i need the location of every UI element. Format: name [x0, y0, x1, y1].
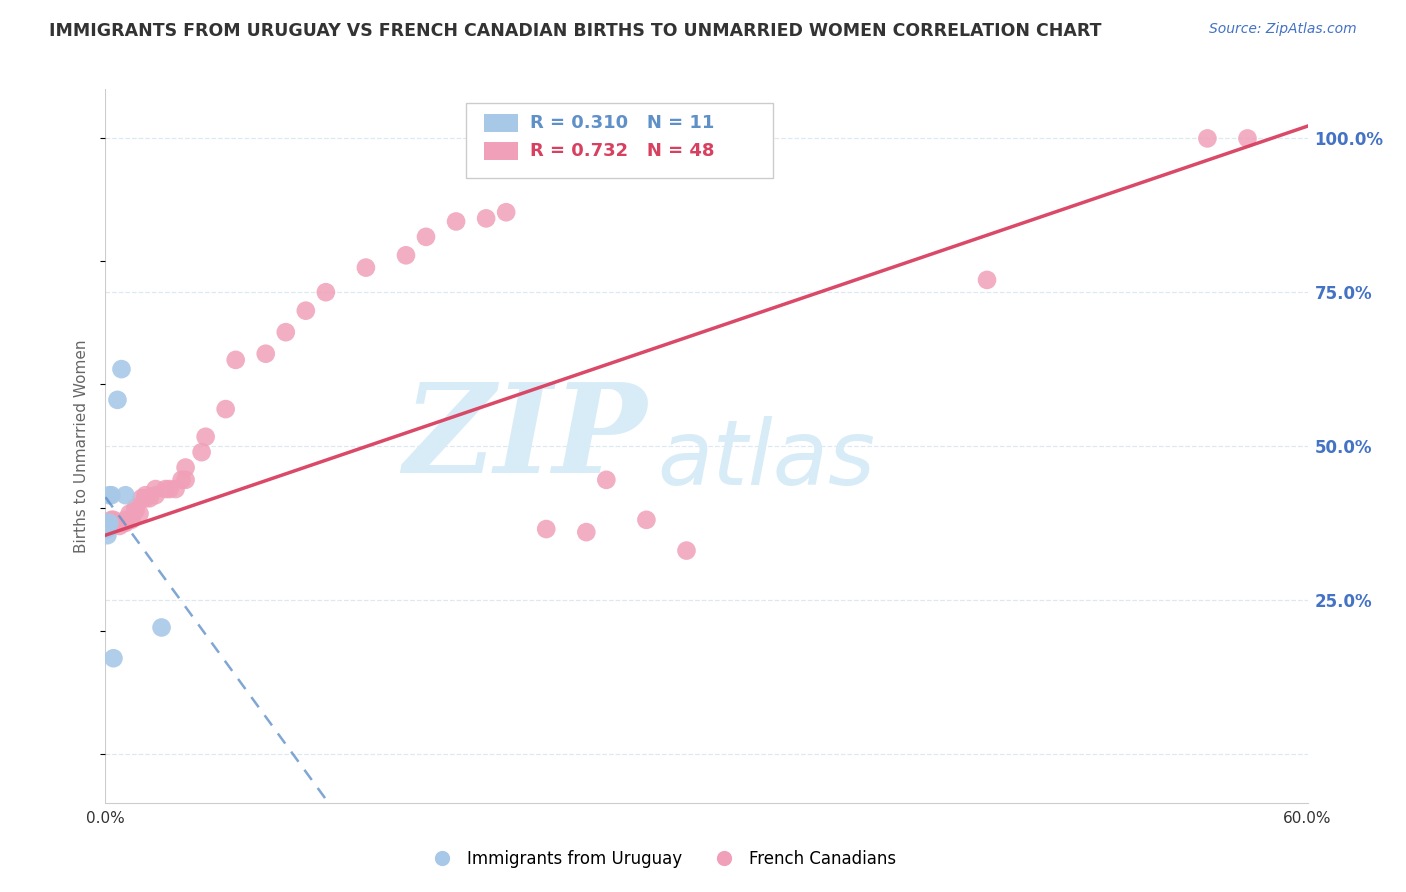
- Point: [114, 513, 136, 527]
- Point: [100, 513, 122, 527]
- FancyBboxPatch shape: [484, 143, 517, 161]
- Point: [103, 513, 125, 527]
- Point: [107, 392, 129, 407]
- Y-axis label: Births to Unmarried Women: Births to Unmarried Women: [75, 339, 90, 553]
- FancyBboxPatch shape: [465, 103, 773, 178]
- Point: [675, 543, 697, 558]
- Point: [1236, 131, 1258, 145]
- Point: [131, 491, 153, 506]
- Text: Source: ZipAtlas.com: Source: ZipAtlas.com: [1209, 22, 1357, 37]
- Point: [274, 325, 297, 339]
- Point: [214, 402, 236, 417]
- Point: [124, 500, 146, 515]
- Point: [96, 528, 118, 542]
- Point: [174, 460, 197, 475]
- Point: [595, 473, 617, 487]
- Point: [475, 211, 498, 226]
- Point: [121, 513, 143, 527]
- Point: [118, 507, 141, 521]
- Point: [315, 285, 337, 300]
- Point: [636, 513, 658, 527]
- Point: [165, 482, 187, 496]
- Point: [135, 488, 157, 502]
- Point: [104, 516, 127, 530]
- Point: [103, 651, 125, 665]
- Point: [96, 516, 118, 530]
- Point: [135, 491, 157, 506]
- Point: [114, 488, 136, 502]
- Point: [575, 525, 598, 540]
- Point: [495, 205, 517, 219]
- Point: [170, 473, 193, 487]
- Point: [976, 273, 998, 287]
- Point: [96, 522, 118, 536]
- Point: [194, 430, 217, 444]
- FancyBboxPatch shape: [484, 114, 517, 132]
- Point: [110, 516, 132, 530]
- Point: [415, 230, 437, 244]
- Point: [354, 260, 377, 275]
- Text: atlas: atlas: [658, 417, 876, 504]
- Point: [138, 491, 160, 506]
- Point: [110, 362, 132, 376]
- Point: [124, 503, 146, 517]
- Text: ZIP: ZIP: [402, 378, 647, 500]
- Point: [108, 519, 131, 533]
- Point: [145, 482, 167, 496]
- Text: R = 0.310   N = 11: R = 0.310 N = 11: [530, 114, 714, 132]
- Point: [225, 352, 247, 367]
- Point: [1197, 131, 1219, 145]
- Point: [150, 620, 173, 634]
- Point: [128, 507, 150, 521]
- Point: [395, 248, 418, 262]
- Point: [100, 488, 122, 502]
- Point: [159, 482, 181, 496]
- Point: [534, 522, 557, 536]
- Point: [112, 516, 135, 530]
- Point: [145, 488, 167, 502]
- Point: [114, 516, 136, 530]
- Point: [444, 214, 467, 228]
- Point: [107, 516, 129, 530]
- Point: [155, 482, 177, 496]
- Point: [98, 488, 121, 502]
- Point: [190, 445, 212, 459]
- Point: [174, 473, 197, 487]
- Point: [98, 516, 121, 530]
- Text: R = 0.732   N = 48: R = 0.732 N = 48: [530, 143, 714, 161]
- Legend: Immigrants from Uruguay, French Canadians: Immigrants from Uruguay, French Canadian…: [419, 844, 903, 875]
- Point: [254, 347, 277, 361]
- Text: IMMIGRANTS FROM URUGUAY VS FRENCH CANADIAN BIRTHS TO UNMARRIED WOMEN CORRELATION: IMMIGRANTS FROM URUGUAY VS FRENCH CANADI…: [49, 22, 1102, 40]
- Point: [295, 303, 318, 318]
